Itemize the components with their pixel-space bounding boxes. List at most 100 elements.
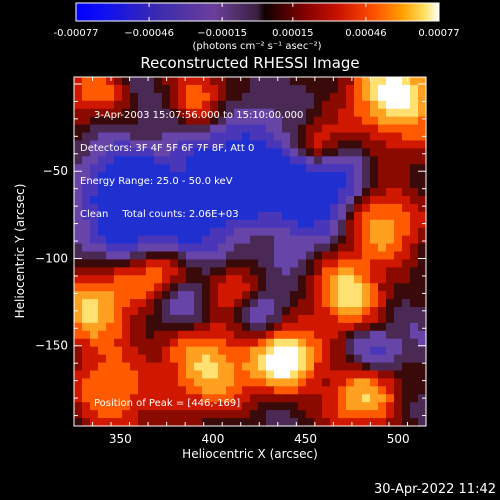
heatmap-cell [194,180,203,189]
heatmap-cell [186,330,195,340]
heatmap-cell [242,235,251,245]
heatmap-cell [194,362,203,372]
heatmap-cell [266,251,275,261]
heatmap-cell [370,132,379,142]
heatmap-cell [178,188,187,197]
heatmap-cell [218,354,227,364]
heatmap-cell [274,156,283,165]
heatmap-cell [162,378,171,387]
heatmap-cell [394,203,403,213]
heatmap-cell [338,108,347,118]
heatmap-cell [162,267,171,276]
heatmap-cell [162,124,171,134]
heatmap-cell [274,307,283,316]
heatmap-cell [306,140,315,149]
heatmap-image [74,77,427,427]
heatmap-cell [338,188,347,197]
heatmap-cell [170,402,179,411]
heatmap-cell [346,92,355,102]
heatmap-cell [74,386,83,395]
heatmap-cell [138,219,147,229]
heatmap-cell [258,203,267,213]
heatmap-cell [418,386,427,395]
heatmap-cell [114,84,123,94]
heatmap-cell [298,219,307,229]
heatmap-cell [362,386,371,395]
heatmap-cell [242,402,251,411]
heatmap-cell [362,100,371,110]
heatmap-cell [354,386,363,395]
heatmap-cell [122,291,131,300]
heatmap-cell [122,283,131,292]
heatmap-cell [162,354,171,364]
heatmap-cell [410,164,419,173]
heatmap-cell [378,402,387,411]
heatmap-cell [394,243,403,253]
heatmap-cell [394,124,403,134]
heatmap-cell [242,386,251,395]
heatmap-cell [330,299,339,308]
heatmap-cell [258,251,267,261]
heatmap-cell [202,84,211,94]
heatmap-cell [210,140,219,149]
heatmap-cell [74,354,83,364]
heatmap-cell [98,211,107,221]
heatmap-cell [266,322,275,332]
heatmap-cell [178,330,187,340]
heatmap-cell [234,148,243,157]
heatmap-cell [114,314,123,324]
heatmap-cell [146,346,155,356]
heatmap-cell [146,235,155,245]
heatmap-cell [218,195,227,205]
heatmap-cell [370,307,379,316]
heatmap-cell [354,370,363,380]
heatmap-cell [282,227,291,237]
heatmap-cell [306,283,315,292]
heatmap-cell [250,235,259,245]
heatmap-cell [418,108,427,118]
heatmap-cell [410,219,419,229]
heatmap-cell [282,188,291,197]
heatmap-cell [306,188,315,197]
heatmap-cell [338,299,347,308]
heatmap-cell [266,211,275,221]
colorbar-unit-label: (photons cm⁻² s⁻¹ asec⁻²) [192,41,321,52]
heatmap-cell [194,140,203,149]
heatmap-cell [210,283,219,292]
heatmap-cell [130,378,139,387]
heatmap-cell [130,92,139,102]
heatmap-cell [178,140,187,149]
heatmap-cell [298,410,307,419]
heatmap-cell [122,251,131,261]
heatmap-cell [90,116,99,126]
heatmap-cell [258,322,267,332]
chart-title: Reconstructed RHESSI Image [140,54,359,72]
heatmap-cell [370,92,379,102]
heatmap-cell [226,338,235,348]
heatmap-cell [290,195,299,205]
heatmap-cell [122,402,131,411]
heatmap-cell [82,291,91,300]
heatmap-cell [114,275,123,284]
heatmap-cell [170,156,179,165]
heatmap-cell [194,291,203,300]
heatmap-cell [138,394,147,403]
heatmap-cell [82,307,91,316]
heatmap-cell [354,140,363,149]
heatmap-cell [234,394,243,403]
heatmap-cell [338,100,347,110]
heatmap-cell [314,140,323,149]
heatmap-cell [186,140,195,149]
heatmap-cell [258,164,267,173]
heatmap-cell [186,346,195,356]
heatmap-cell [298,251,307,261]
heatmap-cell [74,156,83,165]
heatmap-cell [250,386,259,395]
heatmap-cell [98,410,107,419]
annotation-detectors: Detectors: 3F 4F 5F 6F 7F 8F, Att 0 [80,143,255,154]
heatmap-cell [178,219,187,229]
heatmap-cell [298,330,307,340]
heatmap-cell [378,322,387,332]
heatmap-cell [266,77,275,86]
heatmap-cell [218,307,227,316]
